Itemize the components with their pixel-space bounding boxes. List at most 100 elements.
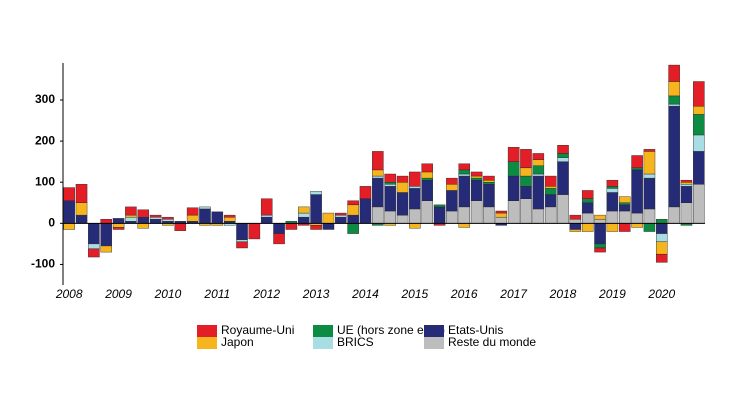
bar-segment xyxy=(335,216,347,224)
legend-label: Reste du monde xyxy=(448,335,536,349)
bar-segment xyxy=(310,194,322,224)
bar-segment xyxy=(421,177,433,181)
bar-segment xyxy=(409,223,421,229)
bar-segment xyxy=(532,165,545,175)
legend-label: Etats-Unis xyxy=(448,323,503,337)
bar-segment xyxy=(458,173,471,177)
bar-segment xyxy=(483,175,495,181)
bar-segment xyxy=(63,187,75,201)
bar-segment xyxy=(125,216,137,222)
bar-segment xyxy=(557,153,569,158)
bar-segment xyxy=(384,186,396,212)
bar-segment xyxy=(569,229,582,232)
bar-segment xyxy=(544,206,557,224)
bar-segment xyxy=(236,223,248,240)
bar-segment xyxy=(359,186,372,199)
bar-segment xyxy=(470,177,483,181)
bar-segment xyxy=(470,200,483,224)
bar-segment xyxy=(606,188,619,193)
bar-segment xyxy=(656,233,668,243)
bar-segment xyxy=(297,212,310,218)
bar-segment xyxy=(656,223,668,234)
bar-segment xyxy=(631,167,643,171)
bar-segment xyxy=(458,163,471,171)
bar-segment xyxy=(544,175,557,187)
bar-segment xyxy=(384,173,396,183)
bar-segment xyxy=(458,223,471,228)
bar-segment xyxy=(656,253,668,263)
bar-segment xyxy=(186,214,199,222)
bar-segment xyxy=(680,186,693,203)
bar-segment xyxy=(643,151,656,175)
bar-segment xyxy=(668,81,680,97)
bar-segment xyxy=(557,161,569,195)
x-tick-label: 2020 xyxy=(647,287,675,301)
legend-label: BRICS xyxy=(337,335,374,349)
legend-swatch xyxy=(313,337,333,349)
bar-segment xyxy=(631,212,643,224)
bar-segment xyxy=(680,184,693,187)
bar-segment xyxy=(297,216,310,224)
bar-segment xyxy=(112,223,125,228)
bar-segment xyxy=(470,179,483,201)
bar-segment xyxy=(384,182,396,185)
bar-segment xyxy=(631,155,643,169)
bar-segment xyxy=(347,214,359,224)
bar-segment xyxy=(532,173,545,177)
bar-segment xyxy=(112,218,125,224)
bar-segment xyxy=(656,219,668,224)
bar-segment xyxy=(668,105,680,208)
bar-segment xyxy=(495,210,508,214)
bar-segment xyxy=(495,216,508,224)
bar-segment xyxy=(75,184,88,203)
bar-segment xyxy=(273,233,285,245)
bar-segment xyxy=(483,179,495,183)
bar-segment xyxy=(507,147,520,162)
bar-segment xyxy=(186,207,199,216)
bar-segment xyxy=(643,223,656,232)
y-tick-label: 300 xyxy=(35,92,55,106)
bar-segment xyxy=(532,175,545,210)
legend-swatch xyxy=(313,325,333,337)
bar-segment xyxy=(322,223,335,230)
bar-segment xyxy=(347,200,359,206)
bar-segment xyxy=(297,206,310,214)
bar-segment xyxy=(260,216,273,224)
bar-segment xyxy=(372,206,384,224)
bar-segment xyxy=(557,157,569,162)
bar-segment xyxy=(680,202,693,224)
x-tick-label: 2011 xyxy=(203,287,230,301)
bar-segment xyxy=(372,151,384,171)
bar-segment xyxy=(223,216,236,222)
bar-segment xyxy=(606,192,619,212)
bar-segment xyxy=(569,223,582,230)
bar-segment xyxy=(75,214,88,224)
x-tick-label: 2017 xyxy=(499,287,528,301)
x-tick-label: 2016 xyxy=(450,287,478,301)
bar-segment xyxy=(125,206,137,216)
bar-segment xyxy=(544,194,557,208)
y-tick-label: -100 xyxy=(31,257,55,271)
bar-segment xyxy=(668,64,680,82)
bar-segment xyxy=(421,163,433,173)
bar-segment xyxy=(693,105,705,115)
bar-segment xyxy=(693,134,705,152)
bar-segment xyxy=(433,206,446,224)
bar-segment xyxy=(199,206,211,210)
bar-segment xyxy=(668,103,680,107)
bar-segment xyxy=(520,186,532,199)
bar-segment xyxy=(396,175,409,183)
bar-segment xyxy=(446,210,458,224)
bar-segment xyxy=(236,239,248,243)
bar-segment xyxy=(693,114,705,136)
bar-segment xyxy=(372,169,384,177)
bar-segment xyxy=(693,81,705,107)
legend-label: Japon xyxy=(221,335,254,349)
bar-segment xyxy=(100,223,112,247)
bar-segment xyxy=(63,223,75,230)
x-tick-label: 2008 xyxy=(55,287,83,301)
bar-segment xyxy=(483,206,495,224)
x-tick-label: 2012 xyxy=(252,287,280,301)
bar-segment xyxy=(100,219,112,224)
bar-segment xyxy=(643,173,656,179)
